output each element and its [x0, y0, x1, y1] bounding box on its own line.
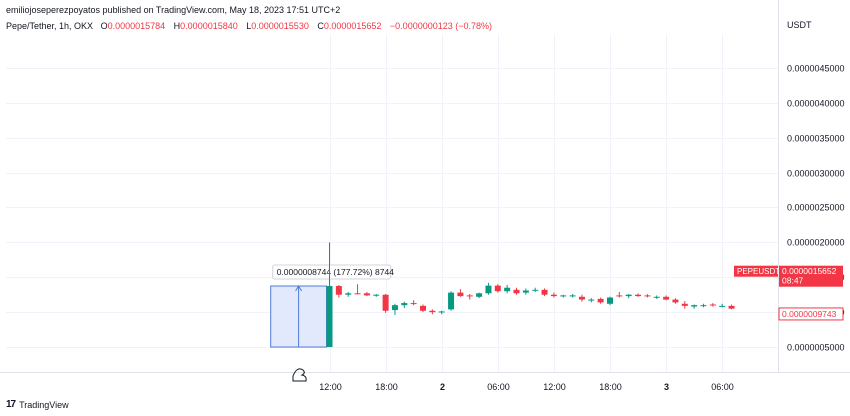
- candle-body-down: [550, 294, 557, 297]
- candle-body-down: [354, 293, 361, 295]
- candle-body-up: [504, 287, 511, 292]
- price-range-arrowhead: [295, 285, 303, 292]
- candle-body-up: [691, 305, 698, 307]
- price-axis-unit: USDT: [787, 20, 812, 30]
- candle-body-down: [363, 293, 370, 296]
- candle-body-down: [466, 295, 473, 297]
- dino-mascot-icon: [292, 368, 307, 382]
- symbol-name[interactable]: Pepe/Tether, 1h, OKX: [6, 21, 94, 31]
- candle-body-down: [541, 289, 548, 295]
- candle-body-down: [681, 303, 688, 306]
- change-value: −0.0000000123 (−0.78%): [389, 21, 493, 31]
- high-value: 0.0000015840: [180, 21, 238, 31]
- candle-body-up: [700, 305, 707, 307]
- candle-body-up: [438, 311, 445, 313]
- price-range-label-bg: [272, 264, 392, 280]
- candle-body-down: [644, 295, 651, 297]
- symbol-tag-label: PEPEUSDT: [737, 267, 780, 276]
- x-tick-label: 06:00: [487, 382, 510, 392]
- tradingview-mark-icon: 17: [6, 399, 16, 410]
- symbol-info-bar: Pepe/Tether, 1h, OKX O0.0000015784 H0.00…: [6, 21, 492, 31]
- candle-body-down: [672, 299, 679, 303]
- candle-body-down: [335, 286, 342, 295]
- open-value: 0.0000015784: [107, 21, 166, 31]
- candle-body-up: [607, 297, 613, 304]
- candle-body-down: [616, 295, 623, 297]
- bar-countdown: 08:47: [782, 276, 804, 286]
- ohlc-open: O0.0000015784: [100, 21, 166, 31]
- brand-name: TradingView: [19, 399, 69, 410]
- candle-body-down: [578, 296, 585, 300]
- ohlc-low: L0.0000015530: [246, 21, 309, 31]
- candle-body-down: [728, 305, 735, 309]
- y-tick-label: 0.0000040000: [787, 99, 845, 109]
- last-price-tag-bg: [779, 265, 843, 287]
- tradingview-logo[interactable]: 17 TradingView: [6, 399, 69, 410]
- candle-body-up: [532, 289, 539, 291]
- low-value: 0.0000015530: [251, 21, 309, 31]
- candle-body-up: [653, 296, 660, 298]
- candle-body-up: [401, 303, 408, 306]
- price-range-label: 0.0000008744 (177.72%) 8744: [277, 267, 394, 277]
- candle-body-down: [597, 298, 604, 303]
- candle-body-up: [485, 285, 492, 294]
- y-tick-label: 0.0000025000: [787, 203, 845, 213]
- candle-body-down: [635, 294, 642, 297]
- close-value: 0.0000015652: [323, 21, 382, 31]
- candle-body-up: [625, 294, 632, 297]
- x-tick-label: 06:00: [711, 382, 734, 392]
- candle-body-up: [569, 295, 576, 297]
- price-line-value: 0.0000009743: [782, 309, 837, 319]
- publisher-header: emiliojoseperezpoyatos published on Trad…: [6, 5, 341, 15]
- x-tick-label: 18:00: [599, 382, 622, 392]
- candle-body-up: [345, 293, 352, 295]
- y-tick-label: 0.0000045000: [787, 64, 845, 74]
- y-tick-label: 0.0000020000: [787, 238, 845, 248]
- candle-body-down: [663, 296, 670, 300]
- y-tick-label: 0.0000035000: [787, 134, 845, 144]
- candle-body-down: [513, 289, 520, 294]
- candle-body-down: [494, 285, 501, 292]
- candle-body-up: [448, 292, 455, 310]
- candle-body-up: [560, 295, 567, 297]
- x-tick-label: 2: [440, 382, 445, 392]
- candle-body-down: [429, 310, 436, 313]
- y-tick-label: 0.0000030000: [787, 169, 845, 179]
- symbol-tag-bg: [734, 265, 778, 277]
- ohlc-high: H0.0000015840: [173, 21, 238, 31]
- x-tick-label: 12:00: [319, 382, 342, 392]
- x-tick-label: 18:00: [375, 382, 398, 392]
- candle-body-down: [382, 294, 389, 311]
- candle-body-up: [476, 293, 483, 297]
- y-tick-label: 0.0000005000: [787, 343, 845, 353]
- candle-body-down: [709, 304, 716, 306]
- x-tick-label: 12:00: [543, 382, 566, 392]
- last-price-value: 0.0000015652: [782, 266, 837, 276]
- x-tick-label: 3: [664, 382, 669, 392]
- candle-body-down: [410, 303, 417, 305]
- candle-body-up: [326, 286, 333, 348]
- candle-body-up: [719, 305, 726, 307]
- candle-body-down: [420, 305, 426, 311]
- ohlc-close: C0.0000015652: [317, 21, 382, 31]
- candle-body-down: [457, 292, 464, 297]
- candle-body-up: [373, 294, 380, 296]
- candle-body-up: [391, 305, 398, 311]
- candle-body-up: [522, 290, 529, 293]
- price-line-tag-bg: [778, 307, 844, 321]
- candle-body-up: [588, 299, 595, 301]
